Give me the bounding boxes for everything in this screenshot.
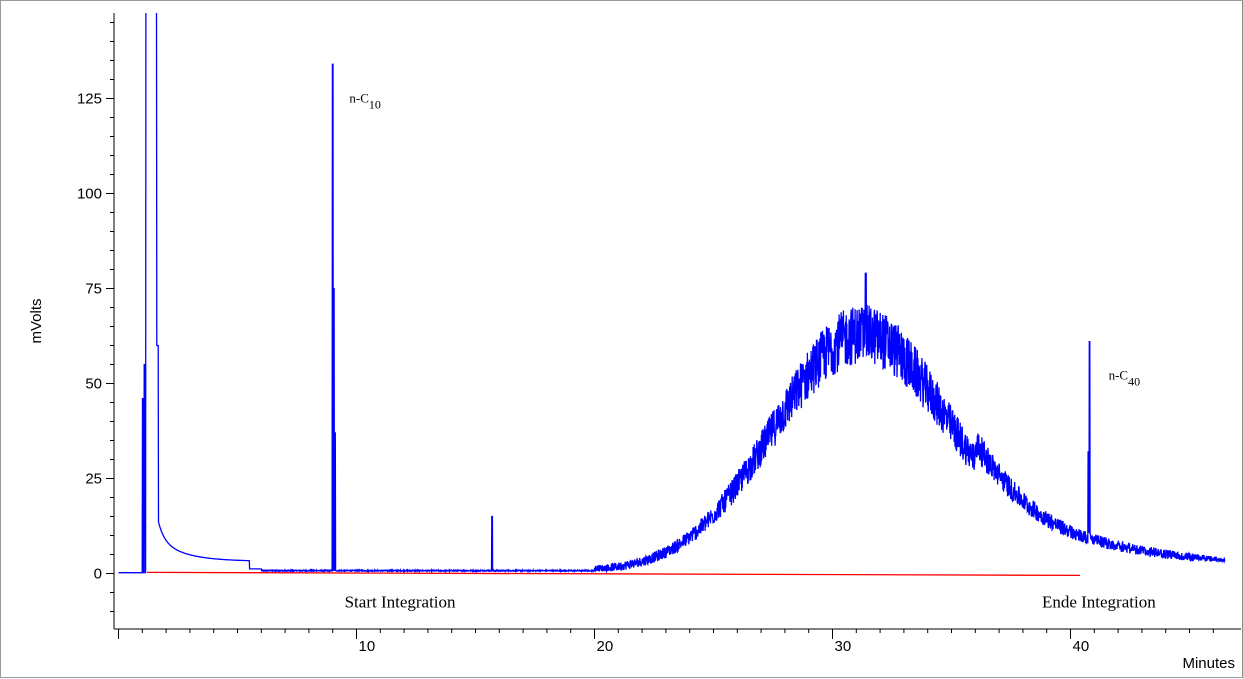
signal-trace <box>118 13 1226 574</box>
y-axis-label: mVolts <box>28 298 45 343</box>
y-tick-label: 75 <box>85 281 102 298</box>
x-axis-label: Minutes <box>1182 655 1235 672</box>
peak-label: n-C10 <box>349 90 381 111</box>
y-tick-label: 0 <box>94 566 102 583</box>
x-tick-label: 40 <box>1073 638 1090 655</box>
integration-label: Start Integration <box>345 593 456 612</box>
ticks: 0 25 50 75 100 125 10 20 30 40 <box>77 22 1214 655</box>
x-tick-label: 10 <box>359 638 376 655</box>
annotations: n-C10 n-C40 Start Integration Ende Integrat… <box>345 90 1157 611</box>
traces <box>118 13 1226 577</box>
x-tick-label: 30 <box>835 638 852 655</box>
integration-label: Ende Integration <box>1042 593 1156 612</box>
y-tick-label: 125 <box>77 91 102 108</box>
axes <box>113 13 1241 630</box>
y-tick-label: 50 <box>85 376 102 393</box>
x-tick-label: 20 <box>597 638 614 655</box>
integration-baseline <box>147 571 1081 577</box>
peak-label: n-C40 <box>1109 368 1141 389</box>
y-tick-label: 100 <box>77 186 102 203</box>
y-tick-label: 25 <box>85 471 102 488</box>
